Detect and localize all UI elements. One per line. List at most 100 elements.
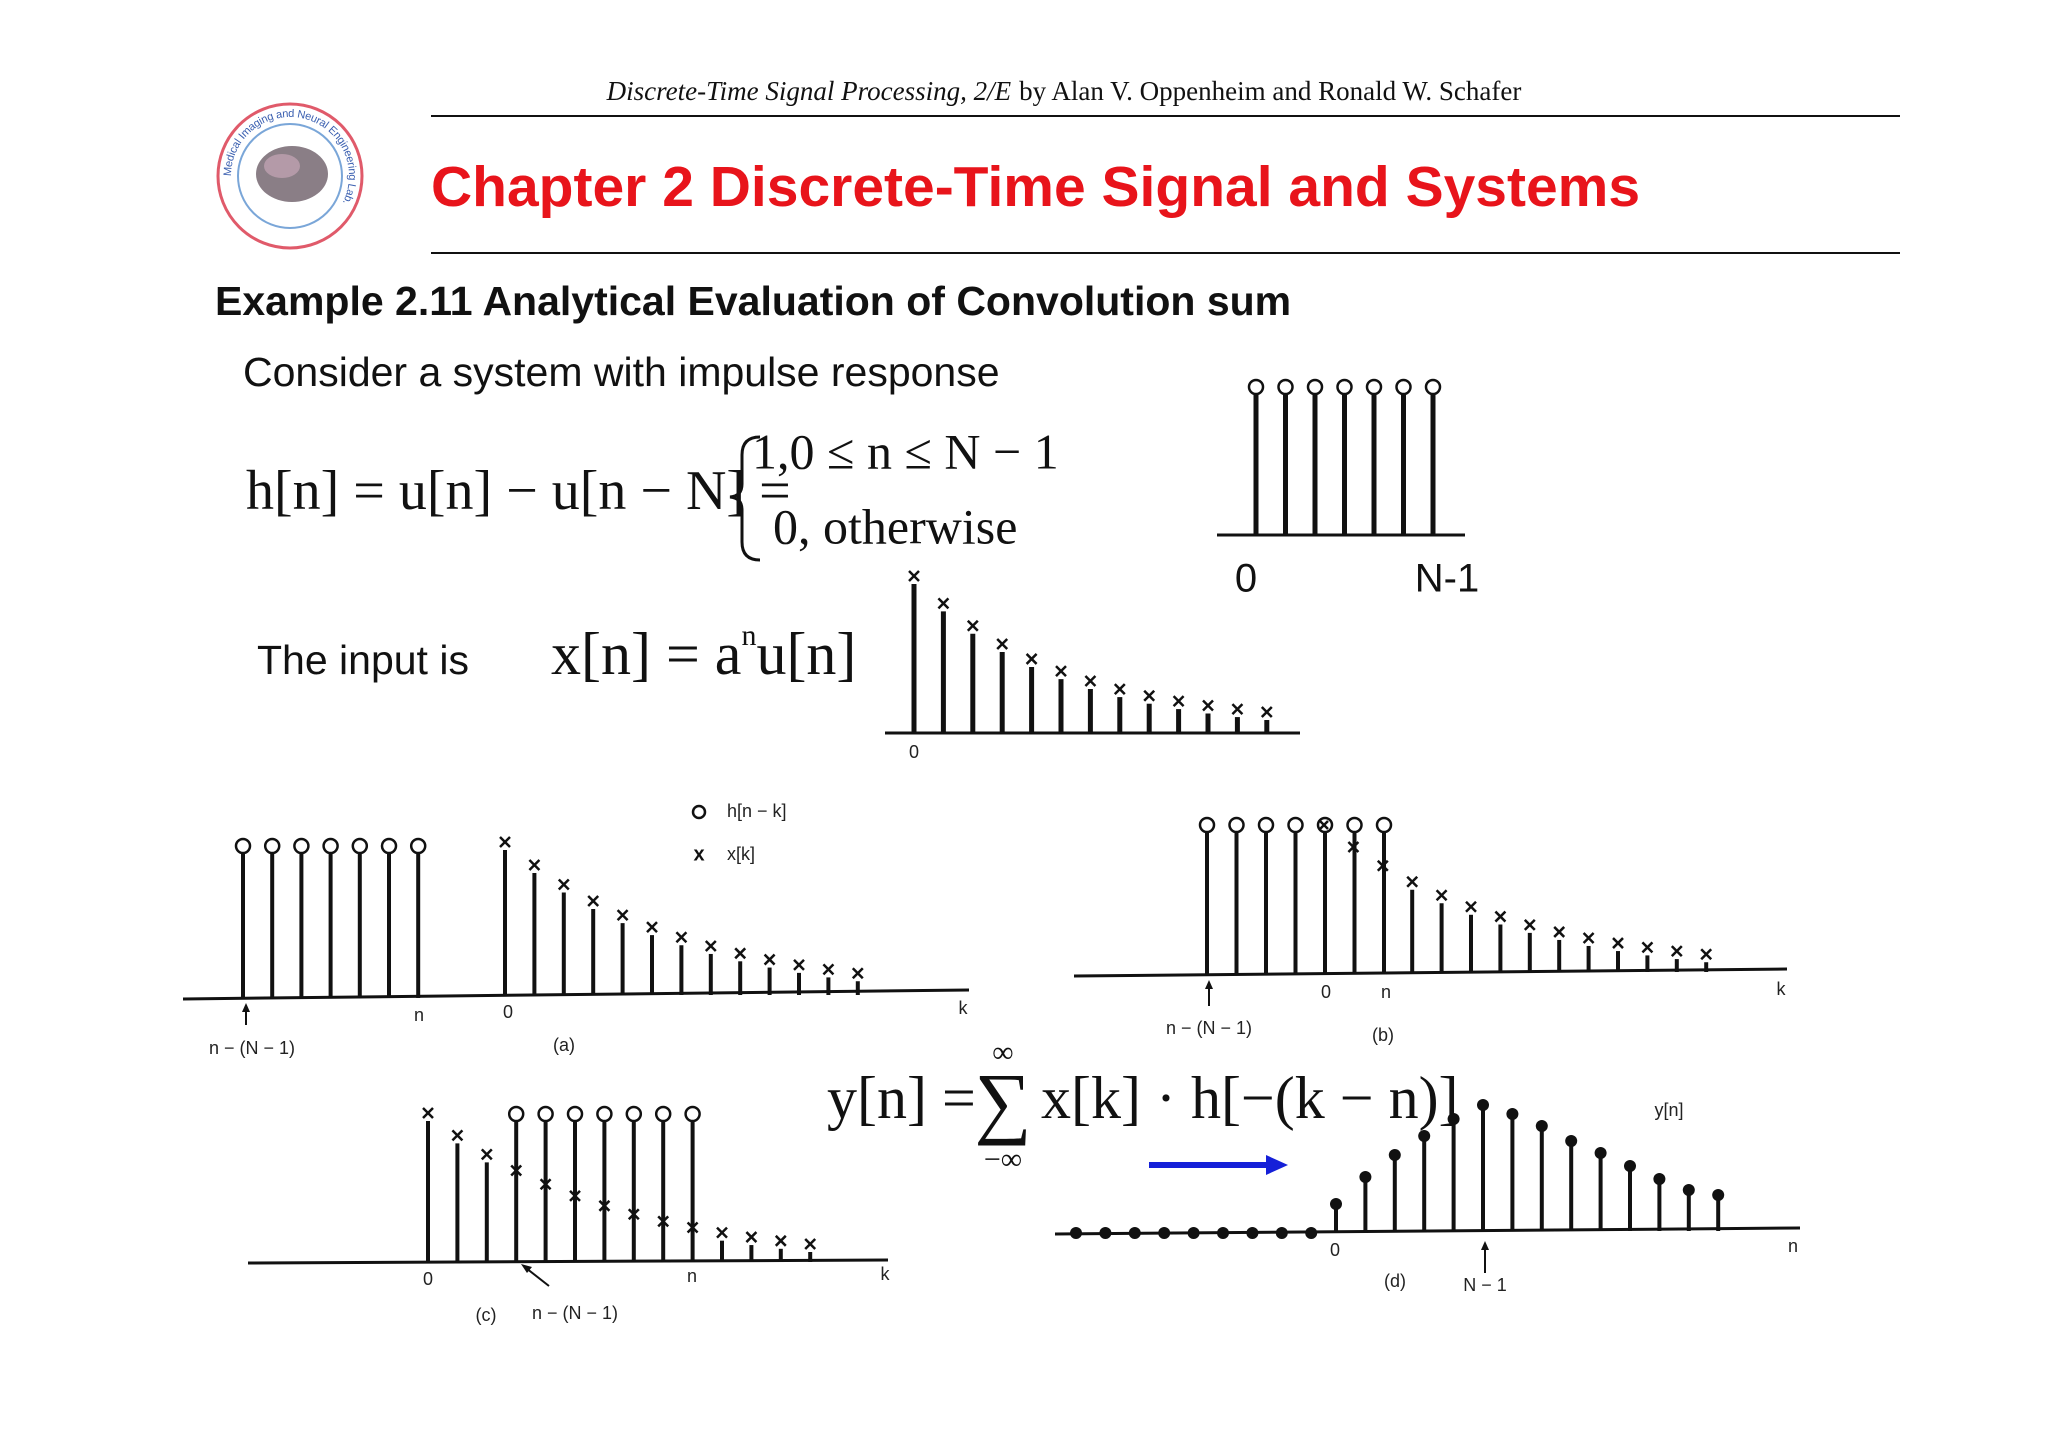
circle-marker — [409, 837, 427, 855]
example-heading: Example 2.11 Analytical Evaluation of Co… — [215, 278, 1291, 324]
cross-marker — [569, 1190, 581, 1202]
fig-d-zero-label: 0 — [1330, 1240, 1340, 1260]
dot-marker — [1535, 1120, 1548, 1132]
legend-circle — [691, 804, 707, 820]
fig-a-zero-label: 0 — [503, 1002, 513, 1022]
dot-marker — [1070, 1227, 1082, 1239]
circle-marker — [234, 837, 252, 855]
dot-marker — [1388, 1149, 1401, 1161]
dot-marker — [1158, 1227, 1171, 1239]
fig-c-caption: (c) — [476, 1305, 497, 1325]
dot-marker — [1712, 1189, 1725, 1201]
dot-marker — [1653, 1173, 1666, 1185]
input-eq-rest: u[n] — [756, 621, 856, 687]
fig-d-n-label: n — [1788, 1236, 1798, 1256]
circle-marker — [263, 837, 281, 855]
circle-marker — [654, 1105, 672, 1123]
pointer-head — [242, 1003, 250, 1012]
circle-marker — [1336, 378, 1353, 396]
cross-marker — [937, 597, 950, 610]
fig-a-n-label: n — [414, 1005, 424, 1025]
dot-marker — [1187, 1227, 1200, 1239]
cross-marker — [1670, 945, 1683, 957]
fig-b-caption: (b) — [1372, 1025, 1394, 1045]
h-plot-start: 0 — [1235, 557, 1257, 601]
dot-marker — [1506, 1108, 1519, 1120]
pointer — [525, 1267, 550, 1287]
book-title: Discrete-Time Signal Processing, 2/E — [606, 76, 1012, 106]
header: Discrete-Time Signal Processing, 2/E by A… — [606, 76, 1522, 106]
case-1: 1,0 ≤ n ≤ N − 1 — [752, 423, 1059, 479]
cross-marker — [1465, 900, 1477, 913]
cross-marker — [528, 859, 541, 871]
circle-marker — [537, 1105, 554, 1123]
cross-marker — [1494, 910, 1507, 923]
circle-marker — [322, 837, 339, 855]
conv-rhs: x[k] · h[−(k − n)] — [1041, 1065, 1459, 1131]
axis — [1073, 967, 1788, 978]
cross-marker — [716, 1226, 728, 1239]
cross-marker — [646, 921, 658, 933]
cross-marker — [1376, 859, 1389, 872]
dot-marker — [1246, 1227, 1259, 1239]
circle-marker — [1287, 816, 1304, 834]
x-plot-start: 0 — [909, 742, 919, 762]
cross-marker — [686, 1221, 699, 1234]
fig-a-caption: (a) — [553, 1035, 575, 1055]
cross-marker — [745, 1231, 758, 1243]
cross-marker — [822, 963, 835, 976]
dot-marker — [1217, 1227, 1229, 1239]
cross-marker — [763, 953, 776, 966]
circle-marker — [507, 1105, 525, 1123]
circle-marker — [1257, 816, 1275, 834]
cross-marker — [451, 1129, 464, 1142]
dot-marker — [1305, 1227, 1318, 1239]
circle-marker — [1247, 378, 1265, 396]
cross-marker — [587, 895, 600, 907]
fig-c-n-label: n — [687, 1266, 697, 1286]
circle-marker — [1228, 816, 1245, 834]
dot-marker — [1275, 1227, 1288, 1239]
brace — [729, 435, 761, 562]
logo: Medical Imaging and Neural Engineering L… — [216, 102, 364, 250]
circle-marker — [351, 837, 369, 855]
fig-b-zero-label: 0 — [1321, 982, 1331, 1002]
legend-circle-label: h[n − k] — [727, 801, 787, 821]
conv-lhs: y[n] = — [827, 1065, 976, 1131]
fig-d-caption: (d) — [1384, 1271, 1406, 1291]
cross-marker — [1435, 889, 1448, 902]
fig-d-arrow-label: N − 1 — [1463, 1275, 1507, 1295]
fig-a-left-label: n − (N − 1) — [209, 1038, 295, 1058]
conv-upper: ∞ — [992, 1036, 1013, 1069]
fig-c-arrow-label: n − (N − 1) — [532, 1303, 618, 1323]
h-plot-end: N-1 — [1415, 557, 1479, 601]
cross-marker — [1202, 699, 1214, 712]
cross-marker — [1172, 695, 1185, 707]
dot-marker — [1330, 1198, 1342, 1210]
fig-d-title: y[n] — [1654, 1100, 1683, 1120]
circle-marker — [684, 1105, 701, 1123]
circle-marker — [1365, 378, 1383, 396]
legend-cross-label: x[k] — [727, 844, 755, 864]
circle-marker — [1346, 816, 1363, 834]
conv-lower: −∞ — [984, 1143, 1022, 1176]
dot-marker — [1594, 1147, 1607, 1159]
cross-marker — [851, 967, 864, 980]
cross-marker — [1612, 937, 1624, 949]
fig-c-zero-label: 0 — [423, 1269, 433, 1289]
input-eq-base: x[n] = a — [551, 621, 741, 687]
cross-marker — [734, 947, 747, 960]
cross-marker — [616, 909, 629, 922]
dot-marker — [1099, 1227, 1112, 1239]
circle-marker — [293, 837, 310, 855]
pointer-head — [521, 1264, 532, 1273]
dot-marker — [1682, 1184, 1695, 1196]
circle-marker — [1277, 378, 1294, 396]
cross-marker — [1143, 689, 1156, 702]
fig-a-k-label: k — [959, 998, 969, 1018]
dot-marker — [1565, 1135, 1578, 1147]
dot-marker — [1477, 1099, 1489, 1111]
cross-marker — [793, 958, 805, 971]
cross-marker — [539, 1178, 552, 1191]
cross-marker — [1025, 653, 1038, 665]
